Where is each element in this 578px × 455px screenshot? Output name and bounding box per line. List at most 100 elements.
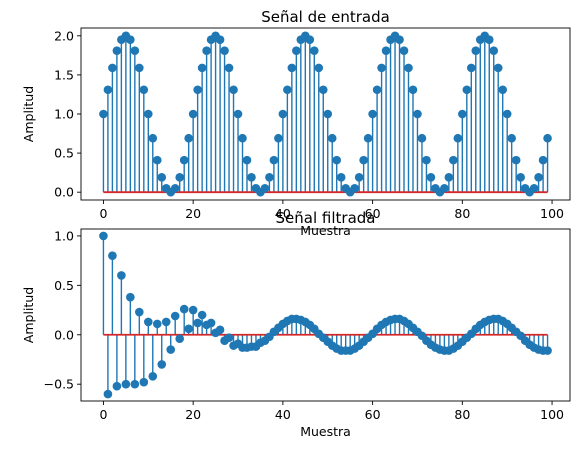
input-signal-marker [292, 46, 301, 55]
input-signal-marker [493, 63, 503, 73]
input-signal-y-ticks: 0.0 0.5 1.0 1.5 2.0 [54, 28, 81, 200]
filtered-signal-x-axis-label: Muestra [300, 424, 351, 439]
input-signal-marker [103, 85, 113, 95]
input-signal-marker [220, 46, 229, 55]
input-signal-x-tick-label: 60 [365, 206, 381, 221]
filtered-signal-y-axis-label: Amplitud [21, 287, 36, 343]
input-signal-marker [318, 85, 328, 95]
filtered-signal-y-tick-label: 0.0 [54, 327, 74, 342]
input-signal-marker [287, 63, 297, 73]
filtered-signal-marker [121, 379, 131, 389]
input-signal-marker [453, 133, 463, 143]
input-signal-marker [440, 183, 449, 193]
filtered-signal-marker [197, 310, 207, 320]
input-signal-x-tick-label: 20 [185, 206, 201, 221]
filtered-signal-marker [157, 360, 167, 369]
input-signal-marker [99, 109, 108, 119]
input-signal-y-tick-label: 1.5 [54, 67, 74, 82]
input-signal-marker [314, 63, 324, 73]
filtered-signal-marker [166, 345, 176, 354]
input-signal-marker [377, 63, 386, 73]
input-signal-marker [323, 109, 333, 119]
filtered-signal-x-tick-label: 60 [365, 407, 381, 422]
input-signal-marker [529, 183, 539, 193]
input-signal-marker [422, 155, 431, 165]
input-signal-marker [157, 173, 167, 182]
input-signal-marker [278, 109, 288, 119]
input-signal-marker [309, 46, 319, 55]
filtered-signal-x-tick-label: 0 [99, 407, 107, 422]
input-signal-marker [399, 46, 409, 55]
input-signal-y-axis-label: Amplitud [21, 86, 36, 142]
input-signal-marker [507, 133, 516, 143]
input-signal-x-ticks: 0 20 40 60 80 100 [99, 200, 564, 221]
input-signal-marker [175, 173, 184, 182]
input-signal-marker [363, 133, 373, 143]
input-signal-marker [126, 35, 135, 45]
input-signal-marker [471, 46, 481, 55]
input-signal-marker [260, 183, 270, 193]
input-signal-marker [458, 109, 467, 119]
filtered-signal-x-ticks: 0 20 40 60 80 100 [99, 401, 564, 422]
filtered-signal-marker [193, 318, 202, 328]
filtered-signal-marker [184, 324, 193, 334]
input-signal-marker [233, 109, 243, 119]
filtered-signal-marker [179, 304, 189, 314]
filtered-signal-marker [148, 371, 158, 381]
input-signal-marker [135, 63, 144, 73]
input-signal-marker [534, 173, 543, 182]
filtered-signal-marker [188, 305, 198, 315]
input-signal-marker [484, 35, 494, 45]
input-signal-marker [152, 155, 162, 165]
filtered-signal-y-tick-label: −0.5 [44, 377, 74, 392]
filtered-signal-marker [117, 271, 126, 280]
input-signal-marker [247, 173, 256, 182]
input-signal-marker [184, 133, 193, 143]
filtered-signal-x-tick-label: 80 [454, 407, 470, 422]
input-signal-y-tick-label: 2.0 [54, 28, 74, 43]
filtered-signal-x-tick-label: 40 [275, 407, 291, 422]
filtered-signal-y-tick-label: 0.5 [54, 278, 74, 293]
input-signal-marker [413, 109, 422, 119]
input-signal-marker [224, 63, 234, 73]
input-signal-marker [538, 155, 548, 165]
input-signal-marker [502, 109, 512, 119]
input-signal-marker [238, 133, 247, 143]
filtered-signal-markers [99, 231, 552, 399]
input-signal-marker [404, 63, 413, 73]
input-signal-marker [108, 63, 117, 73]
input-signal-marker [489, 46, 499, 55]
filtered-signal-marker [152, 319, 162, 329]
filtered-signal-marker [112, 381, 122, 391]
input-signal-marker [327, 133, 337, 143]
input-signal-x-tick-label: 40 [275, 206, 291, 221]
input-signal-marker [148, 133, 158, 143]
filtered-signal-marker [139, 377, 149, 387]
input-signal-marker [354, 173, 364, 182]
input-signal-x-tick-label: 80 [454, 206, 470, 221]
filtered-signal-axes-frame [80, 228, 571, 402]
input-signal-marker [188, 109, 198, 119]
input-signal-marker [395, 35, 404, 45]
input-signal-marker [336, 173, 346, 182]
input-signal-marker [381, 46, 391, 55]
filtered-signal-marker [170, 311, 180, 321]
input-signal-marker [444, 173, 454, 182]
input-signal-marker [242, 155, 252, 165]
input-signal-marker [543, 133, 552, 143]
filtered-signal-marker [543, 346, 552, 355]
filtered-signal-x-tick-label: 20 [185, 407, 201, 422]
filtered-signal-marker [175, 334, 184, 344]
input-signal-marker [265, 173, 274, 182]
filtered-signal-marker [99, 231, 108, 241]
input-signal-marker [372, 85, 382, 95]
input-signal-y-tick-label: 0.0 [54, 185, 74, 200]
filtered-signal-marker [126, 292, 135, 302]
input-signal-marker [283, 85, 292, 95]
input-signal-marker [215, 35, 225, 45]
input-signal-marker [332, 155, 342, 165]
input-signal-title: Señal de entrada [261, 8, 390, 26]
input-signal-stems [102, 35, 549, 193]
input-signal-marker [143, 109, 153, 119]
